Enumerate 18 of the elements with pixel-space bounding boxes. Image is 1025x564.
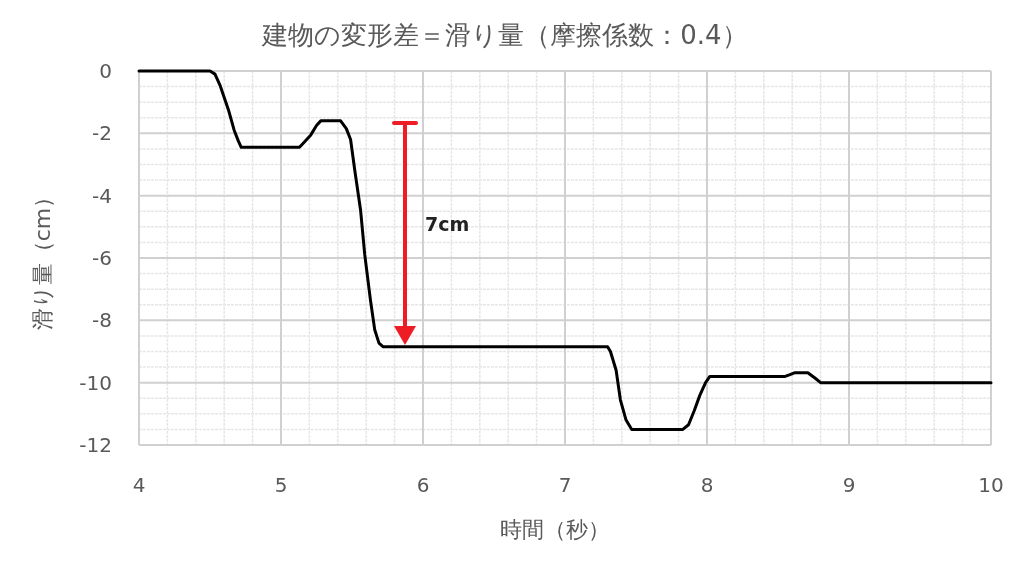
y-tick-label: 0 — [99, 59, 112, 83]
x-tick-label: 10 — [978, 473, 1004, 497]
x-tick-label: 4 — [132, 473, 146, 497]
y-tick-label: -8 — [92, 308, 112, 333]
chart-title: 建物の変形差＝滑り量（摩擦係数：0.4） — [261, 20, 748, 50]
x-tick-label: 9 — [842, 473, 856, 497]
y-tick-label: -6 — [92, 246, 112, 270]
x-axis-title: 時間（秒） — [500, 517, 610, 542]
y-tick-label: -2 — [92, 121, 112, 146]
x-tick-label: 5 — [274, 473, 288, 497]
y-tick-label: -12 — [79, 433, 112, 457]
y-tick-label: -10 — [79, 370, 112, 395]
y-axis-title: 滑り量（cm） — [30, 185, 55, 331]
x-tick-label: 6 — [416, 473, 430, 497]
x-tick-label: 8 — [700, 473, 714, 497]
x-tick-label: 7 — [558, 473, 572, 497]
y-tick-label: -4 — [92, 183, 112, 208]
annotation: 7cm — [425, 212, 470, 235]
